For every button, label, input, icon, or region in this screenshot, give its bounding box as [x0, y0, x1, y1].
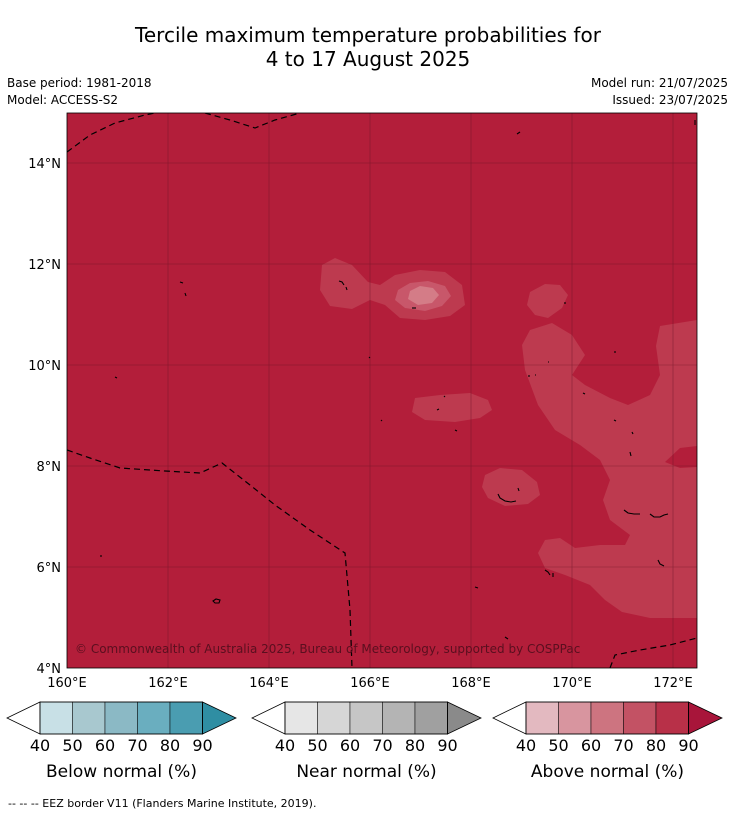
graticule: [67, 113, 697, 668]
colorbar-min-extension: [6, 701, 41, 735]
contour-region-center: [412, 393, 492, 422]
above-normal-label: Above normal (%): [530, 762, 685, 782]
colorbar-tick-label: 50: [548, 736, 568, 755]
colorbar-tick-label: 40: [275, 736, 295, 755]
colorbar-tick-label: 60: [95, 736, 115, 755]
lon-tick-label: 160°E: [47, 676, 87, 691]
colorbar-tick-label: 40: [516, 736, 536, 755]
map-frame: [66, 112, 698, 669]
lat-tick-label: 6°N: [37, 561, 62, 576]
colorbar-segment: [382, 701, 416, 735]
lon-tick-label: 170°E: [552, 676, 592, 691]
colorbar-max-extension: [447, 701, 482, 735]
map-title-line1: Tercile maximum temperature probabilitie…: [135, 23, 601, 47]
colorbar-outline: [284, 701, 448, 735]
colorbar-tick-label: 70: [127, 736, 147, 755]
lat-tick-label: 8°N: [37, 460, 62, 475]
colorbar-tick-label: 80: [160, 736, 180, 755]
model-run-text: Model run: 21/07/2025: [590, 76, 728, 90]
colorbar-tick-label: 80: [405, 736, 425, 755]
contour-region-southcenter: [482, 468, 540, 506]
colorbar-tick-label: 90: [678, 736, 698, 755]
colorbar-tick-label: 90: [437, 736, 457, 755]
lon-tick-label: 166°E: [350, 676, 390, 691]
eez-footnote: -- -- -- EEZ border V11 (Flanders Marine…: [8, 797, 317, 810]
colorbar-segment: [169, 701, 203, 735]
lat-tick-label: 12°N: [28, 258, 61, 273]
colorbar-segment: [590, 701, 624, 735]
copyright-text: © Commonwealth of Australia 2025, Bureau…: [75, 642, 580, 656]
colorbar-outline: [39, 701, 203, 735]
contour-region-east: [522, 320, 697, 618]
lon-tick-label: 172°E: [653, 676, 693, 691]
below-normal-colorbar: 40 50 60 70 80 90: [6, 701, 237, 755]
colorbar-min-extension: [492, 701, 527, 735]
colorbar-segment: [137, 701, 171, 735]
colorbar-tick-label: 90: [192, 736, 212, 755]
colorbar-segment: [623, 701, 657, 735]
colorbar-segment: [284, 701, 318, 735]
above-normal-colorbar: 40 50 60 70 80 90: [492, 701, 723, 755]
contour-peak-north: [408, 286, 439, 305]
colorbar-tick-label: 60: [340, 736, 360, 755]
colorbar-tick-label: 70: [372, 736, 392, 755]
colorbar-min-extension: [251, 701, 286, 735]
colorbar-segment: [104, 701, 138, 735]
colorbar-tick-label: 50: [62, 736, 82, 755]
model-text: Model: ACCESS-S2: [7, 93, 119, 107]
colorbar-segment: [317, 701, 351, 735]
colorbar-segment: [39, 701, 73, 735]
map-title-line2: 4 to 17 August 2025: [265, 47, 471, 71]
base-period-text: Base period: 1981-2018: [7, 76, 152, 90]
near-normal-colorbar: 40 50 60 70 80 90: [251, 701, 482, 755]
near-normal-label: Near normal (%): [296, 762, 437, 782]
islands: [100, 120, 696, 640]
below-normal-label: Below normal (%): [46, 762, 197, 782]
colorbar-segment: [349, 701, 383, 735]
issued-text: Issued: 23/07/2025: [612, 93, 728, 107]
colorbar-max-extension: [688, 701, 723, 735]
colorbar-tick-label: 60: [581, 736, 601, 755]
contour-region-northeast: [527, 284, 568, 318]
colorbar-segment: [72, 701, 106, 735]
colorbar-segment: [655, 701, 689, 735]
colorbar-max-extension: [202, 701, 237, 735]
lat-tick-label: 4°N: [37, 662, 62, 677]
eez-borders: [67, 113, 697, 668]
lat-tick-label: 14°N: [28, 157, 61, 172]
colorbar-tick-label: 40: [30, 736, 50, 755]
colorbar-segment: [414, 701, 448, 735]
colorbar-segment: [558, 701, 592, 735]
colorbar-tick-label: 70: [613, 736, 633, 755]
colorbar-outline: [525, 701, 689, 735]
colorbar-tick-label: 50: [307, 736, 327, 755]
colorbar-segment: [525, 701, 559, 735]
lon-tick-label: 164°E: [249, 676, 289, 691]
lat-tick-label: 10°N: [28, 359, 61, 374]
lon-tick-label: 162°E: [148, 676, 188, 691]
lon-tick-label: 168°E: [451, 676, 491, 691]
colorbar-tick-label: 80: [646, 736, 666, 755]
